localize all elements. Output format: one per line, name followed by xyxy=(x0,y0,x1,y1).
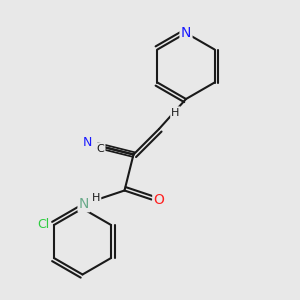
Text: Cl: Cl xyxy=(37,218,50,232)
Text: H: H xyxy=(171,107,180,118)
Text: N: N xyxy=(181,26,191,40)
Text: O: O xyxy=(154,193,164,206)
Text: C: C xyxy=(97,143,104,154)
Text: N: N xyxy=(79,197,89,211)
Text: H: H xyxy=(92,193,100,203)
Text: N: N xyxy=(82,136,92,149)
